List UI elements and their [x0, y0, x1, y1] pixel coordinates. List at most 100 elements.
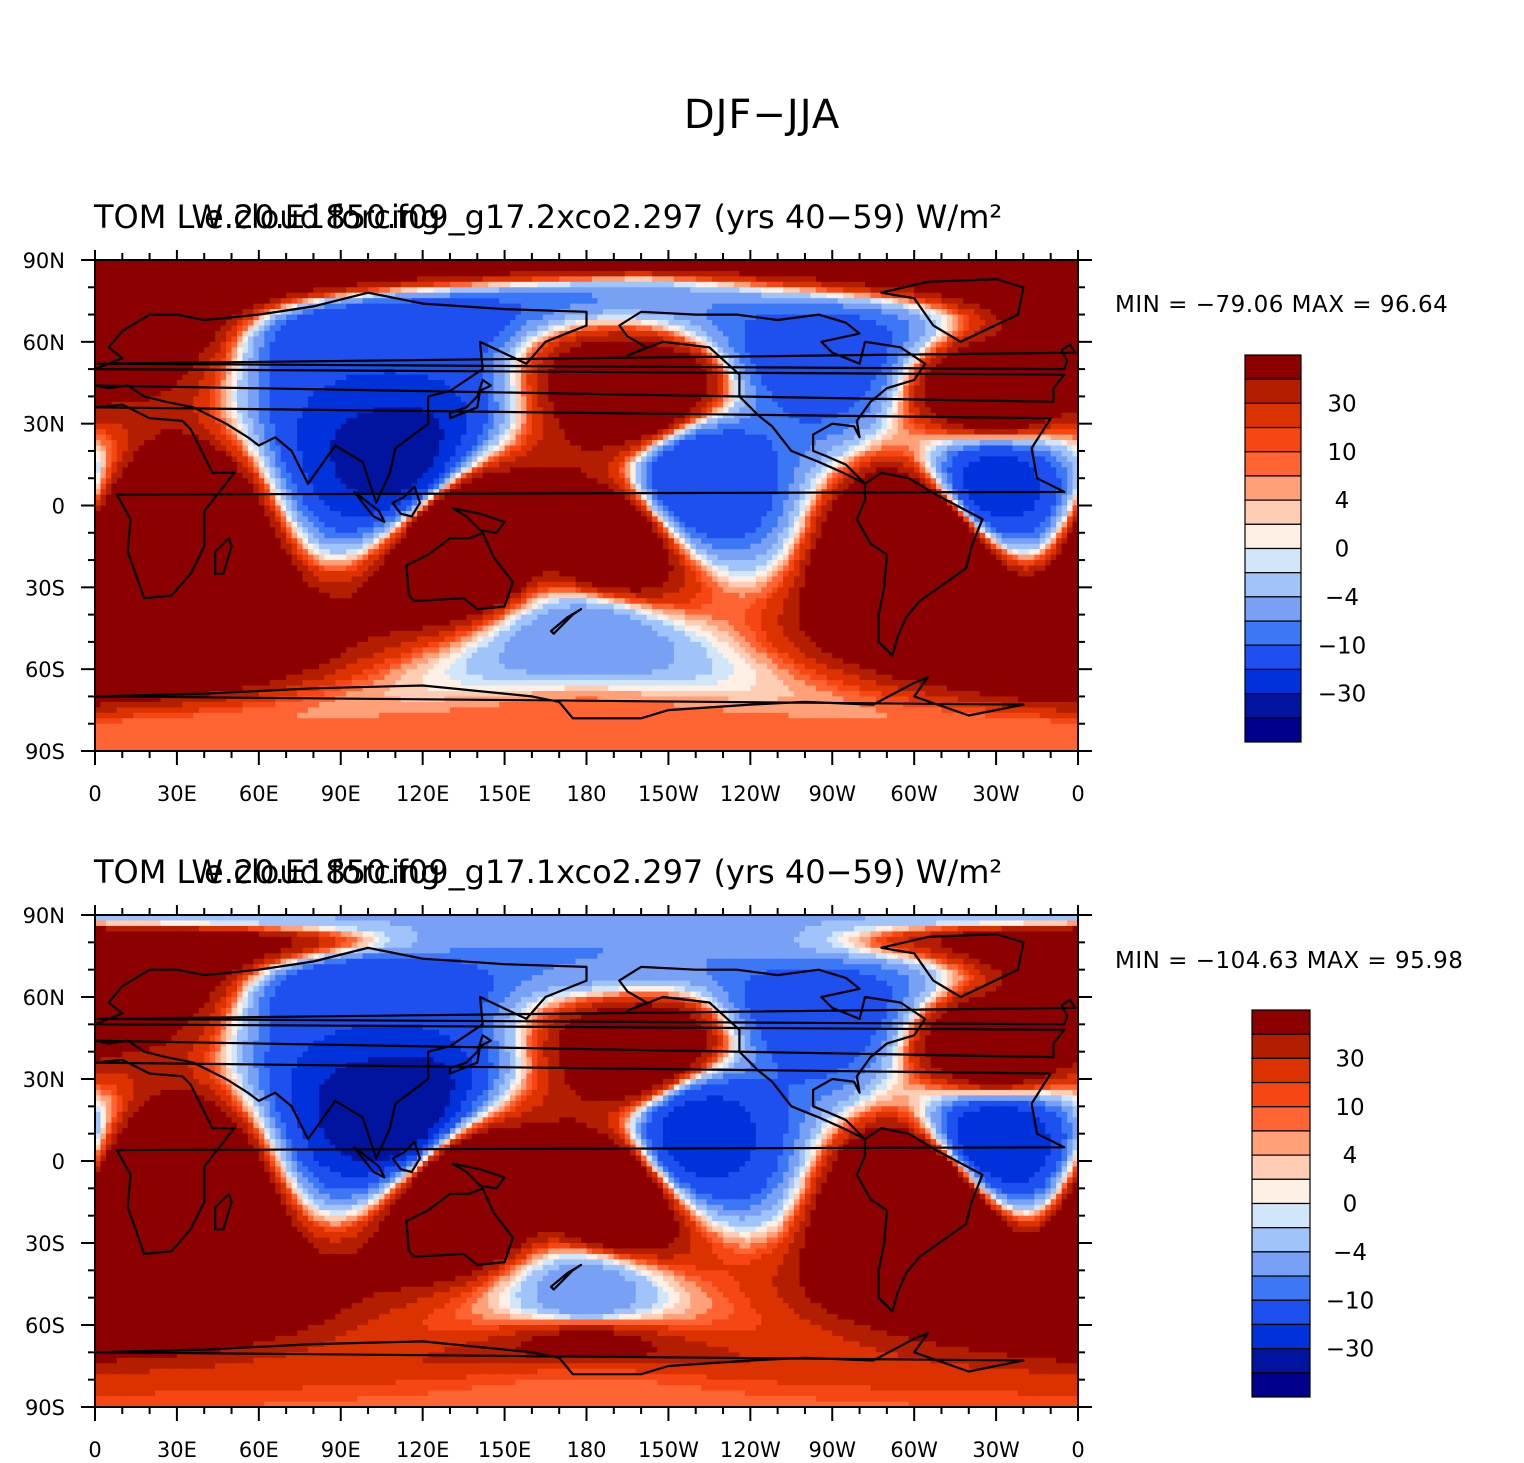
colorbar-label: −4: [1333, 1240, 1367, 1266]
lon-tick-label: 120E: [396, 1438, 449, 1460]
lon-tick-label: 60W: [890, 782, 938, 806]
coastline: [448, 1034, 492, 1075]
panel-2-left-title: TOM LW cloud forcing: [94, 853, 440, 891]
colorbar-bin: [1251, 1202, 1311, 1229]
lat-tick-label: 0: [52, 495, 65, 519]
panel-2-title: TOM LW cloud forcing e.20.E1850.f09_g17.…: [94, 853, 1002, 891]
colorbar-label: 10: [1335, 1095, 1364, 1121]
lon-tick-label: 90W: [809, 1438, 857, 1460]
colorbar: 30 10 4 0 −4 −10 −30: [1244, 354, 1367, 743]
coastline: [214, 537, 233, 575]
coastline: [1389, 533, 1496, 609]
heatmap-field: [95, 915, 1078, 1407]
coastline: [880, 933, 1025, 999]
lon-tick-label: 60W: [890, 1438, 938, 1460]
colorbar-label: 10: [1327, 440, 1356, 466]
lon-tick-label: 180: [566, 1438, 606, 1460]
coastline: [618, 965, 927, 1141]
coastline: [1433, 1035, 1474, 1073]
lat-tick-label: 30N: [23, 1068, 65, 1092]
colorbar-bin: [1244, 717, 1302, 743]
panel-1-min-max: MIN = −79.06 MAX = 96.64: [1115, 292, 1448, 318]
coastline: [95, 676, 1025, 720]
coastline: [618, 310, 927, 485]
coastline: [1376, 486, 1403, 516]
coastline: [549, 1263, 583, 1291]
coastline: [405, 531, 514, 611]
coastline: [549, 608, 583, 635]
lon-tick-label: 90W: [809, 782, 857, 806]
lon-tick-label: 60E: [239, 782, 279, 806]
lon-tick-label: 150E: [478, 1438, 531, 1460]
lat-tick-label: 0: [52, 1150, 65, 1174]
coastline: [1198, 1194, 1214, 1230]
lat-tick-label: 30S: [25, 576, 65, 600]
lon-tick-label: 150W: [638, 1438, 699, 1460]
colorbar-bin: [1244, 475, 1302, 501]
colorbar-label: 4: [1335, 488, 1350, 514]
coastline: [0, 948, 81, 1159]
coastline: [95, 1332, 1025, 1376]
coastline: [405, 1187, 514, 1266]
coastline: [0, 293, 81, 503]
lon-tick-label: 0: [1071, 782, 1084, 806]
coastline: [855, 471, 984, 657]
lon-tick-label: 30W: [972, 1438, 1020, 1460]
colorbar-label: −4: [1325, 585, 1359, 611]
axis-ticks: [81, 250, 1092, 765]
coastline: [391, 1140, 421, 1173]
lon-tick-label: 0: [1071, 1438, 1084, 1460]
lon-tick-label: 90E: [321, 782, 361, 806]
colorbar-bin: [1251, 1275, 1311, 1301]
coastline: [880, 278, 1025, 343]
lon-tick-label: 30E: [157, 1438, 197, 1460]
colorbar: 30 10 4 0 −4 −10 −30: [1251, 1009, 1375, 1398]
coastline: [448, 378, 492, 420]
colorbar-bin: [1244, 644, 1302, 671]
panel-1-title: TOM LW cloud forcing e.20.E1850.f09_g17.…: [94, 198, 1002, 236]
colorbar-bin: [1251, 1178, 1311, 1205]
lon-tick-label: 120W: [720, 1438, 781, 1460]
colorbar-bin: [1251, 1372, 1311, 1398]
coastline: [96, 998, 1077, 1026]
coastline: [1436, 508, 1488, 533]
colorbar-bin: [1244, 426, 1302, 453]
lon-tick-label: 0: [88, 1438, 101, 1460]
colorbar-label: 30: [1327, 391, 1356, 417]
colorbar-label: −30: [1318, 682, 1367, 708]
colorbar-label: 30: [1335, 1046, 1364, 1072]
colorbar-bin: [1251, 1106, 1311, 1132]
colorbar-label: 4: [1343, 1143, 1358, 1169]
panel-2-min-max: MIN = −104.63 MAX = 95.98: [1115, 948, 1463, 974]
lat-tick-label: 60S: [25, 1314, 65, 1338]
coastline: [1389, 1188, 1496, 1265]
colorbar-bin: [1251, 1081, 1311, 1108]
coastline: [0, 1333, 40, 1374]
lon-tick-label: 30W: [972, 782, 1020, 806]
coastline: [95, 403, 1066, 600]
colorbar-bin: [1244, 620, 1302, 646]
colorbar-bin: [1251, 1227, 1311, 1253]
panel-2-center-title: e.20.E1850.f09_g17.1xco2.297 (yrs 40−59)…: [204, 853, 1002, 891]
colorbar-bin: [1251, 1251, 1311, 1277]
axis-ticks: [81, 905, 1092, 1421]
coastline: [855, 1127, 984, 1313]
coastline: [95, 946, 1066, 1160]
colorbar-bin: [1244, 378, 1302, 404]
lon-tick-label: 180: [566, 782, 606, 806]
coastline: [391, 485, 421, 518]
lon-tick-label: 30E: [157, 782, 197, 806]
lat-tick-label: 60N: [23, 331, 65, 355]
colorbar-bin: [1251, 1323, 1311, 1350]
coastline: [1081, 345, 1524, 370]
colorbar-bin: [1251, 1299, 1311, 1326]
colorbar-bin: [1244, 693, 1302, 719]
colorbar-label: −10: [1326, 1288, 1375, 1314]
lat-tick-label: 90N: [23, 250, 65, 273]
coastline: [1376, 1142, 1403, 1172]
lat-tick-label: 60S: [25, 658, 65, 682]
map-panel-1: 90N 60N 30N 0 30S 60S 90S 0 30E 60E 90E 120E 150E 180…: [0, 250, 1524, 806]
colorbar-label: −10: [1318, 633, 1367, 659]
colorbar-bin: [1251, 1154, 1311, 1180]
coastline: [96, 343, 1077, 371]
